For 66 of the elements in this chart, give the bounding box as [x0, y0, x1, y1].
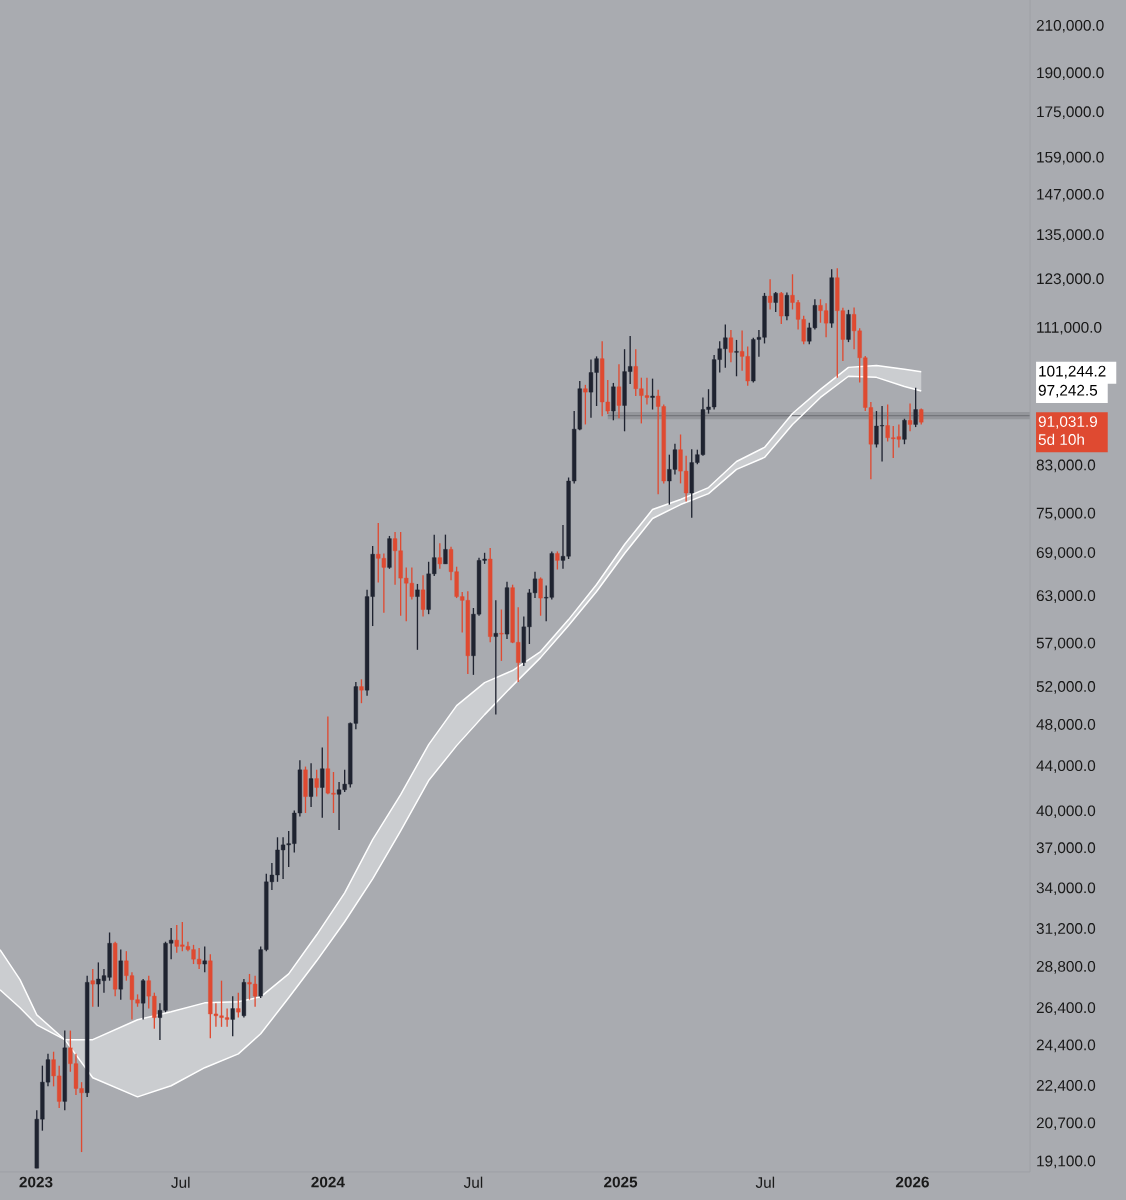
y-tick-label: 37,000.0 — [1036, 842, 1096, 856]
candlestick — [443, 533, 448, 565]
y-tick-label: 175,000.0 — [1037, 106, 1104, 119]
y-tick-label: 147,000.0 — [1037, 188, 1104, 202]
y-tick-label: 111,000.0 — [1037, 321, 1102, 335]
y-tick-label: 190,000.0 — [1037, 67, 1104, 81]
candlestick — [555, 550, 560, 571]
candlestick — [734, 339, 739, 377]
candlestick — [913, 387, 918, 428]
y-tick-label: 31,200.0 — [1036, 923, 1096, 936]
y-tick-label: 34,000.0 — [1036, 882, 1096, 896]
y-tick-label: 57,000.0 — [1036, 637, 1096, 651]
candlestick — [230, 995, 235, 1037]
x-tick-label: Jul — [463, 1176, 483, 1188]
y-tick-label: 101,244.2 — [1039, 365, 1106, 379]
candlestick — [499, 608, 504, 662]
y-tick-label: 123,000.0 — [1037, 273, 1104, 286]
y-tick-label: 97,242.5 — [1038, 384, 1098, 398]
candlestick — [773, 291, 778, 313]
candlestick — [616, 363, 622, 419]
x-tick-label: 2026 — [895, 1176, 929, 1188]
candlestick — [437, 542, 442, 570]
candlestick — [202, 945, 207, 973]
y-tick-label: 52,000.0 — [1036, 681, 1096, 694]
y-tick-label: 44,000.0 — [1036, 760, 1096, 773]
x-tick-label: Jul — [171, 1176, 190, 1188]
candlestick — [650, 377, 655, 411]
candlestick — [902, 418, 907, 445]
candlestick — [320, 746, 325, 819]
y-tick-label: 91,031.9 — [1038, 416, 1097, 429]
y-tick-label: 20,700.0 — [1036, 1117, 1096, 1131]
candlestick — [314, 769, 319, 798]
candlestick — [583, 384, 588, 426]
candlestick — [359, 678, 364, 704]
y-tick-label: 63,000.0 — [1036, 590, 1096, 603]
candlestick — [907, 402, 913, 432]
y-tick-label: 26,400.0 — [1036, 1002, 1096, 1015]
y-tick-label: 24,400.0 — [1036, 1039, 1096, 1053]
x-tick-label: 2025 — [604, 1176, 638, 1188]
y-tick-label: 48,000.0 — [1036, 719, 1096, 732]
y-tick-label: 40,000.0 — [1036, 805, 1096, 819]
y-tick-label: 159,000.0 — [1037, 151, 1104, 165]
y-tick-label: 75,000.0 — [1036, 507, 1096, 521]
y-tick-label: 210,000.0 — [1036, 19, 1104, 33]
y-tick-label: 83,000.0 — [1036, 459, 1096, 473]
candlestick — [538, 576, 543, 617]
candlestick — [415, 583, 420, 651]
y-tick-label: 22,400.0 — [1036, 1080, 1096, 1093]
y-tick-label: 28,800.0 — [1036, 961, 1096, 974]
y-tick-label: 69,000.0 — [1036, 547, 1096, 560]
candlestick — [493, 599, 498, 716]
candlestick — [728, 329, 734, 363]
candlestick — [420, 574, 426, 618]
candlestick — [141, 978, 146, 1021]
candlestick — [236, 992, 241, 1019]
y-tick-label: 19,100.0 — [1037, 1155, 1096, 1169]
candlestick — [308, 762, 314, 808]
candlestick — [779, 291, 784, 325]
candlestick — [90, 968, 95, 1008]
x-tick-label: 2023 — [19, 1176, 53, 1188]
candlestick — [784, 291, 790, 321]
x-tick-label: Jul — [755, 1176, 775, 1188]
y-tick-label: 135,000.0 — [1037, 229, 1104, 242]
candlestick — [767, 278, 773, 311]
text: 5d 10h — [1038, 433, 1084, 445]
x-tick-label: 2024 — [311, 1176, 345, 1188]
